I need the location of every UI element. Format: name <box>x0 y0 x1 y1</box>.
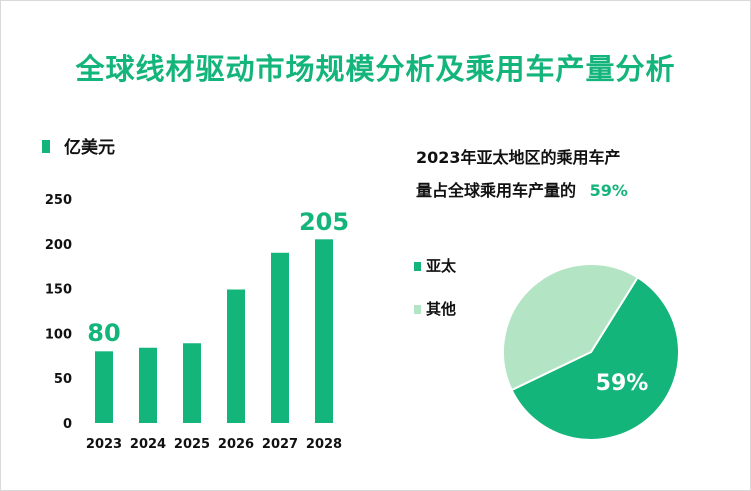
y-tick-label-50: 50 <box>54 372 72 387</box>
page-title: 全球线材驱动市场规模分析及乘用车产量分析 <box>75 52 676 86</box>
pie-series <box>502 263 680 441</box>
bar-2023 <box>95 351 113 423</box>
bar-2024 <box>139 347 157 423</box>
pie-title-line2-text: 量占全球乘用车产量的 <box>416 181 576 200</box>
pie-data-label: 59% <box>596 371 649 396</box>
pie-slice-asia-pacific <box>510 275 680 441</box>
pie-title-line2: 量占全球乘用车产量的 59% <box>416 181 628 200</box>
x-tick-label-2027: 2027 <box>262 437 298 452</box>
bar-series <box>95 239 333 423</box>
bar-legend-marker <box>42 140 50 153</box>
x-tick-label-2028: 2028 <box>306 437 342 452</box>
bar-2028 <box>315 239 333 423</box>
y-tick-label-100: 100 <box>45 327 72 342</box>
pie-legend-label-asia: 亚太 <box>426 257 457 275</box>
data-label-2023: 80 <box>87 319 120 347</box>
bar-2027 <box>271 252 289 423</box>
bar-x-axis: 2023 2024 2025 2026 2027 2028 <box>86 437 342 452</box>
x-tick-label-2025: 2025 <box>174 437 210 452</box>
y-tick-label-150: 150 <box>45 283 72 298</box>
pie-title-highlight: 59% <box>590 181 628 200</box>
x-tick-label-2024: 2024 <box>130 437 166 452</box>
bar-2025 <box>183 343 201 423</box>
pie-legend-marker-asia <box>414 262 421 271</box>
x-tick-label-2026: 2026 <box>218 437 254 452</box>
bar-2026 <box>227 289 245 423</box>
pie-legend-label-other: 其他 <box>426 300 456 318</box>
pie-legend-marker-other <box>414 305 421 314</box>
x-tick-label-2023: 2023 <box>86 437 122 452</box>
bar-y-axis: 0 50 100 150 200 250 <box>45 193 72 432</box>
pie-title-line1: 2023年亚太地区的乘用车产 <box>416 148 621 167</box>
pie-slice-other <box>502 263 640 392</box>
data-label-2028: 205 <box>299 208 349 236</box>
y-tick-label-250: 250 <box>45 193 72 208</box>
y-tick-label-200: 200 <box>45 238 72 253</box>
bar-legend-label: 亿美元 <box>64 137 115 158</box>
y-tick-label-0: 0 <box>63 417 72 432</box>
